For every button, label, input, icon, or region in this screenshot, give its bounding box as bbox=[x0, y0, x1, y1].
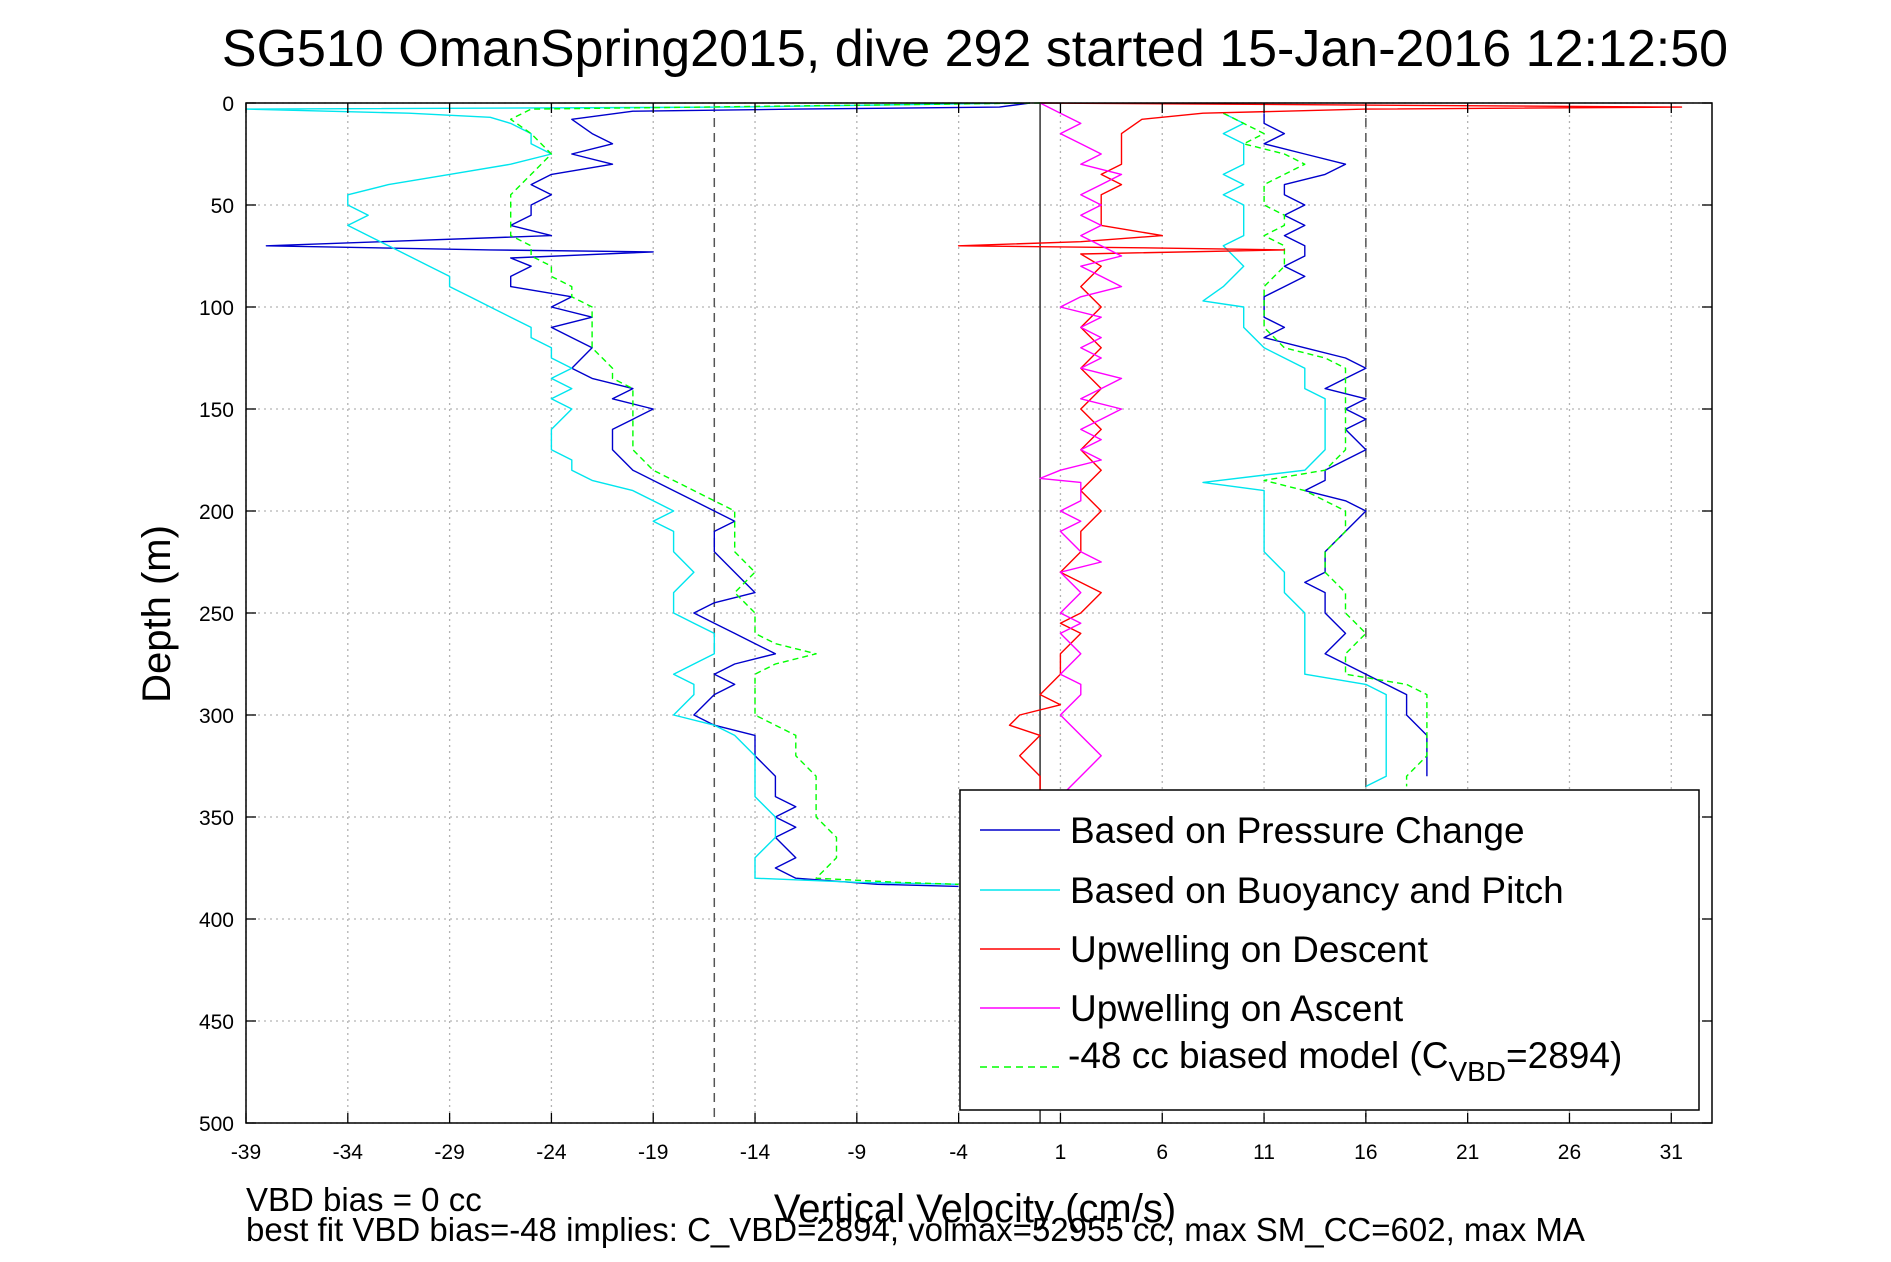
x-axis-ticks: -39 -34 -29 -24 -19 -14 -9 -4 1 6 11 16 21 26 31 bbox=[231, 103, 1683, 1164]
legend-box bbox=[959, 789, 1700, 1111]
x-tick-label: -9 bbox=[847, 1141, 866, 1164]
y-tick-label: 350 bbox=[199, 807, 234, 830]
series-lines bbox=[245, 102, 1683, 888]
legend-label-buoyancy: Based on Buoyancy and Pitch bbox=[1070, 870, 1564, 911]
legend-label-pressure: Based on Pressure Change bbox=[1070, 810, 1525, 851]
x-tick-label: -4 bbox=[949, 1141, 968, 1164]
x-tick-label: -14 bbox=[740, 1141, 771, 1164]
x-tick-label: 1 bbox=[1055, 1141, 1067, 1164]
x-tick-label: -29 bbox=[434, 1141, 464, 1164]
y-axis-label: Depth (m) bbox=[135, 525, 179, 703]
series-line-right-branch-1 bbox=[1202, 112, 1387, 788]
x-tick-label: 26 bbox=[1558, 1141, 1581, 1164]
y-tick-label: 150 bbox=[199, 399, 234, 422]
x-tick-label: 21 bbox=[1456, 1141, 1479, 1164]
y-tick-label: 400 bbox=[199, 909, 234, 932]
x-tick-label: 16 bbox=[1354, 1141, 1377, 1164]
y-tick-label: 250 bbox=[199, 603, 234, 626]
legend-label-model: -48 cc biased model (CVBD=2894) bbox=[1068, 1035, 1622, 1087]
legend-label-descent: Upwelling on Descent bbox=[1070, 929, 1429, 970]
y-tick-label: 500 bbox=[199, 1113, 234, 1136]
series-line-3 bbox=[1039, 102, 1123, 798]
legend-label-model-sub: VBD bbox=[1448, 1056, 1506, 1087]
x-tick-label: 6 bbox=[1156, 1141, 1168, 1164]
legend: Based on Pressure Change Based on Buoyan… bbox=[959, 789, 1700, 1111]
series-line-right-branch-0 bbox=[1263, 113, 1428, 777]
x-axis-label: Vertical Velocity (cm/s) bbox=[774, 1187, 1176, 1231]
x-tick-label: -34 bbox=[333, 1141, 364, 1164]
x-tick-label: -19 bbox=[638, 1141, 668, 1164]
y-tick-label: 100 bbox=[199, 297, 234, 320]
y-tick-label: 200 bbox=[199, 501, 234, 524]
x-tick-label: 31 bbox=[1660, 1141, 1683, 1164]
y-tick-label: 50 bbox=[211, 195, 234, 218]
chart-title: SG510 OmanSpring2015, dive 292 started 1… bbox=[222, 20, 1728, 78]
x-tick-label: -24 bbox=[536, 1141, 567, 1164]
y-tick-label: 450 bbox=[199, 1011, 234, 1034]
x-tick-label: 11 bbox=[1253, 1141, 1275, 1164]
footer-bestfit-note: best fit VBD bias=-48 implies: C_VBD=289… bbox=[246, 1211, 1585, 1248]
y-axis-ticks: 0 50 100 150 200 250 300 350 400 450 500 bbox=[199, 93, 1712, 1136]
series-line-1 bbox=[245, 102, 1020, 885]
legend-label-model-main: -48 cc biased model (C bbox=[1068, 1035, 1448, 1076]
x-tick-label: -39 bbox=[231, 1141, 261, 1164]
footer-bias-note: VBD bias = 0 cc bbox=[246, 1181, 482, 1218]
legend-label-model-tail: =2894) bbox=[1506, 1035, 1622, 1076]
series-line-2 bbox=[957, 102, 1683, 797]
legend-label-ascent: Upwelling on Ascent bbox=[1070, 988, 1404, 1029]
series-line-4 bbox=[510, 102, 1041, 885]
y-tick-label: 300 bbox=[199, 705, 234, 728]
series-line-0 bbox=[265, 102, 1030, 888]
series-line-right-branch-2 bbox=[1222, 112, 1428, 787]
y-tick-label: 0 bbox=[222, 93, 234, 116]
